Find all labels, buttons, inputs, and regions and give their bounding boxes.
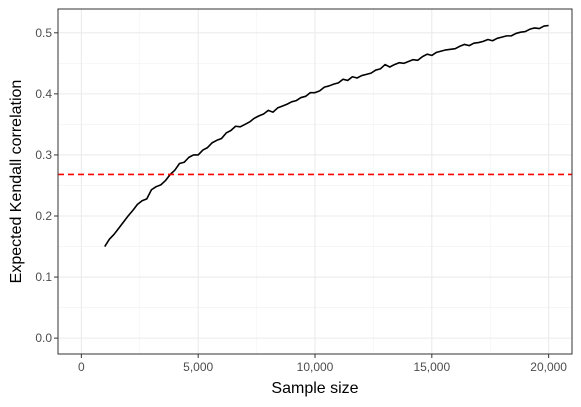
y-tick-label: 0.0 (35, 331, 52, 345)
series-layer (58, 24, 572, 247)
y-tick-label: 0.2 (35, 209, 52, 223)
x-tick-label: 10,000 (297, 360, 334, 374)
y-tick-label: 0.3 (35, 148, 52, 162)
major-gridlines (58, 9, 572, 354)
series-line-0 (104, 24, 549, 247)
y-axis: 0.0 0.1 0.2 0.3 0.4 0.5 (35, 26, 58, 345)
x-tick-label: 0 (78, 360, 85, 374)
y-tick-label: 0.1 (35, 270, 52, 284)
x-axis-title: Sample size (271, 380, 358, 397)
x-tick-label: 5,000 (183, 360, 213, 374)
y-tick-label: 0.5 (35, 26, 52, 40)
x-tick-label: 15,000 (413, 360, 450, 374)
x-axis: 0 5,000 10,000 15,000 20,000 (78, 354, 567, 374)
y-tick-label: 0.4 (35, 87, 52, 101)
x-tick-label: 20,000 (530, 360, 567, 374)
panel (57, 8, 573, 355)
y-axis-title: Expected Kendall correlation (8, 80, 25, 284)
